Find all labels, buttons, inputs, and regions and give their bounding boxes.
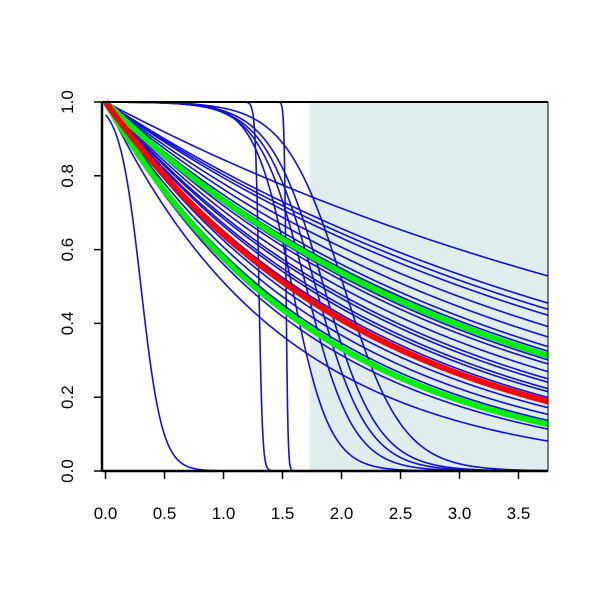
sample-curve-10 — [104, 101, 548, 373]
axes: 0.0 0.5 1.0 1.5 2.0 2.5 3.0 3.5 0.0 0.2 0.4 0.6 0.8 1… — [58, 90, 549, 523]
sample-curve-1 — [105, 101, 548, 304]
mean-curve — [103, 100, 548, 405]
sample-curve-3 — [105, 101, 548, 317]
sample-curve-4 — [105, 101, 548, 328]
sample-curve-11 — [104, 101, 548, 380]
x-tick-label: 3.5 — [507, 504, 531, 523]
y-tick-label: 0.4 — [58, 312, 77, 336]
sample-curve-14 — [104, 101, 548, 393]
sample-curve-22 — [104, 114, 548, 471]
y-tick-label: 0.0 — [58, 459, 77, 483]
x-tick-label: 0.0 — [94, 504, 118, 523]
y-tick-label: 0.6 — [58, 238, 77, 262]
y-tick-label: 0.2 — [58, 385, 77, 409]
sample-curve-20 — [104, 101, 548, 430]
shaded-region — [309, 102, 548, 471]
x-tick-label: 1.0 — [212, 504, 236, 523]
x-tick-label: 1.5 — [271, 504, 295, 523]
sample-curve-12 — [104, 101, 548, 384]
x-tick-label: 2.5 — [389, 504, 413, 523]
x-tick-label: 3.0 — [448, 504, 472, 523]
sample-curve-29 — [105, 101, 548, 471]
sample-curve-0 — [105, 101, 548, 277]
sample-curve-21 — [104, 101, 548, 442]
x-tick-label: 2.0 — [330, 504, 354, 523]
shaded-region-layer — [309, 102, 548, 471]
envelope-curve-30 — [103, 100, 548, 359]
sample-curve-2 — [105, 101, 548, 311]
sample-curve-5 — [105, 101, 548, 338]
envelope-curve-31 — [102, 100, 548, 428]
y-tick-label: 1.0 — [58, 90, 77, 114]
y-tick-label: 0.8 — [58, 164, 77, 188]
x-tick-label: 0.5 — [153, 504, 177, 523]
